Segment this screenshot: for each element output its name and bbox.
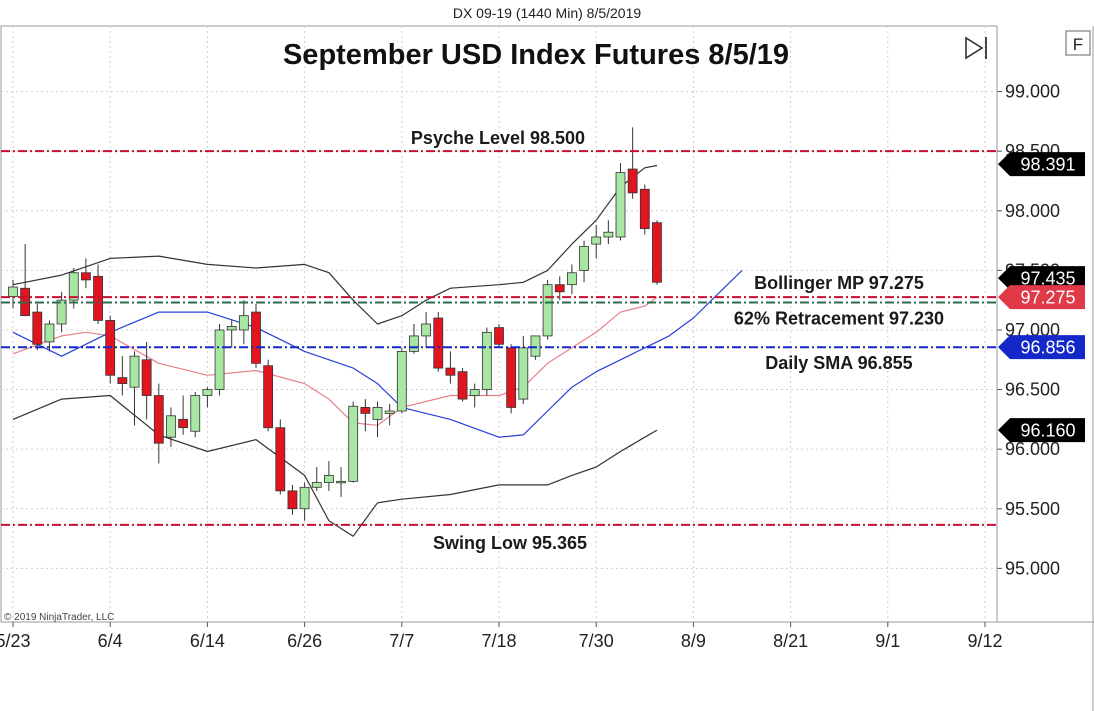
candle-body xyxy=(56,299,67,325)
x-tick-label: 9/12 xyxy=(967,631,1002,651)
candle-body xyxy=(469,389,480,396)
f-button-label: F xyxy=(1073,35,1083,54)
y-tick-label: 98.000 xyxy=(1005,201,1060,221)
candle-body xyxy=(226,325,237,331)
y-tick-label: 96.500 xyxy=(1005,380,1060,400)
price-badge-label: 96.160 xyxy=(1020,421,1075,441)
candle-body xyxy=(530,335,541,357)
candle-body xyxy=(153,395,164,444)
candle-body xyxy=(518,347,529,400)
candle-body xyxy=(554,284,565,293)
daily-sma-line xyxy=(12,269,743,438)
candle-body xyxy=(275,427,286,492)
candle-body xyxy=(384,410,395,414)
candle-body xyxy=(494,327,504,345)
price-badge xyxy=(998,152,1085,177)
candle-body xyxy=(372,407,383,420)
y-tick-label: 95.000 xyxy=(1005,558,1060,578)
x-tick-label: 6/4 xyxy=(98,631,123,651)
candle-body xyxy=(481,331,492,390)
candle-body xyxy=(615,172,626,238)
candle-body xyxy=(32,311,43,345)
price-badge xyxy=(998,266,1085,291)
candle-body xyxy=(323,474,334,483)
level-label: Swing Low 95.365 xyxy=(433,533,587,553)
candle-body xyxy=(409,335,419,352)
f-button[interactable]: F xyxy=(1065,30,1091,56)
x-tick-label: 6/14 xyxy=(190,631,225,651)
copyright-text: © 2019 NinjaTrader, LLC xyxy=(4,612,114,623)
level-label: Psyche Level 98.500 xyxy=(411,128,585,148)
x-tick-label: 7/30 xyxy=(579,631,614,651)
y-tick-label: 96.000 xyxy=(1005,439,1060,459)
price-badge-label: 96.856 xyxy=(1020,338,1075,358)
candle-body xyxy=(44,323,55,343)
candle-body xyxy=(336,480,346,484)
candle-body xyxy=(68,272,79,301)
candle-body xyxy=(396,351,407,412)
candle-body xyxy=(639,188,650,230)
level-label: Bollinger MP 97.275 xyxy=(754,273,924,293)
x-tick-label: 7/7 xyxy=(389,631,414,651)
play-to-end-icon[interactable] xyxy=(965,36,987,60)
y-tick-label: 97.000 xyxy=(1005,320,1060,340)
price-badge-label: 97.275 xyxy=(1020,288,1075,308)
candle-body xyxy=(238,315,249,331)
candle-body xyxy=(190,395,201,432)
candle-body xyxy=(8,286,18,297)
candle-body xyxy=(251,311,261,364)
candle-body xyxy=(421,323,432,337)
candle-body xyxy=(214,329,225,390)
price-badge xyxy=(998,285,1085,310)
candle-body xyxy=(287,490,298,510)
candle-body xyxy=(445,367,456,376)
chart-title: September USD Index Futures 8/5/19 xyxy=(283,39,789,71)
price-badge xyxy=(998,335,1085,360)
candle-body xyxy=(579,246,589,271)
candle-body xyxy=(348,405,359,482)
candle-body xyxy=(506,347,517,408)
y-tick-label: 99.000 xyxy=(1005,82,1060,102)
price-badge-label: 98.391 xyxy=(1020,155,1075,175)
candle-body xyxy=(360,407,371,414)
candle-body xyxy=(603,231,614,238)
candle-body xyxy=(311,482,322,488)
candle-body xyxy=(542,284,553,337)
candle-body xyxy=(652,222,662,283)
x-tick-label: 8/21 xyxy=(773,631,808,651)
candle-body xyxy=(567,272,577,286)
candle-body xyxy=(178,418,189,429)
x-tick-label: 6/26 xyxy=(287,631,322,651)
candle-body xyxy=(591,236,602,245)
candle-body xyxy=(263,365,274,429)
candle-body xyxy=(93,275,103,321)
window-caption: DX 09-19 (1440 Min) 8/5/2019 xyxy=(452,5,642,21)
candle-body xyxy=(117,377,128,385)
x-tick-label: 9/1 xyxy=(875,631,900,651)
price-badge xyxy=(998,418,1085,443)
candle-body xyxy=(81,272,91,281)
candle-body xyxy=(141,359,152,396)
candle-body xyxy=(299,486,310,510)
candle-body xyxy=(129,355,140,388)
candle-body xyxy=(433,317,444,369)
x-tick-label: 7/18 xyxy=(481,631,516,651)
candle-body xyxy=(627,168,638,194)
candle-body xyxy=(457,371,468,400)
price-badge-label: 97.435 xyxy=(1020,269,1075,289)
bollinger-upper-line xyxy=(12,164,658,325)
x-tick-label: 8/9 xyxy=(681,631,706,651)
y-tick-label: 95.500 xyxy=(1005,499,1060,519)
x-tick-label: 5/23 xyxy=(0,631,31,651)
candle-body xyxy=(202,389,213,396)
level-label: Daily SMA 96.855 xyxy=(765,353,912,373)
candle-body xyxy=(166,415,176,438)
level-label: 62% Retracement 97.230 xyxy=(734,309,944,329)
